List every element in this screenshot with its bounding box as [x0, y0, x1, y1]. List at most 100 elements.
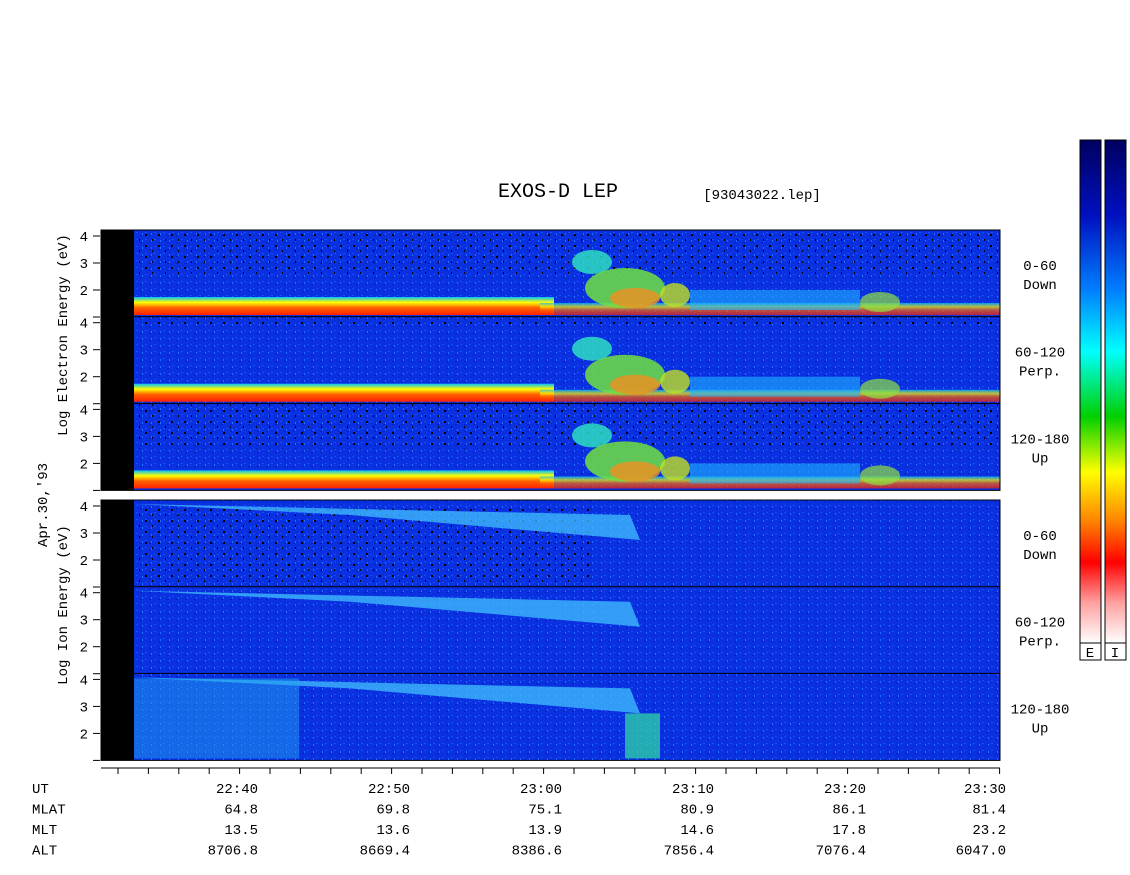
ion-band	[134, 677, 640, 714]
y-tick-label: 3	[80, 430, 88, 446]
time-axis-value: 80.9	[680, 803, 714, 819]
data-gap	[101, 230, 134, 490]
time-axis-label: ALT	[32, 844, 57, 860]
time-axis-value: 17.8	[832, 823, 866, 839]
time-axis-value: 7076.4	[816, 844, 866, 860]
time-axis-label: MLT	[32, 823, 57, 839]
colorbar-e	[1079, 139, 1102, 644]
spectrograms	[100, 229, 1001, 761]
y-tick-label: 3	[80, 344, 88, 360]
burst	[572, 423, 612, 448]
time-axis-value: 7856.4	[664, 844, 714, 860]
burst	[660, 456, 690, 481]
time-axis-value: 13.9	[528, 823, 562, 839]
burst	[690, 290, 860, 310]
time-axis-value: 22:40	[216, 782, 258, 798]
y-tick-label: 4	[80, 403, 88, 419]
y-tick-label: 3	[80, 527, 88, 543]
time-axis-value: 23:10	[672, 782, 714, 798]
time-axis-label: MLAT	[32, 803, 66, 819]
burst	[610, 374, 660, 395]
panel-range: 0-60	[1023, 259, 1057, 275]
title: EXOS-D LEP	[498, 181, 618, 204]
time-axis-value: 23:20	[824, 782, 866, 798]
panel-direction: Down	[1023, 278, 1057, 294]
time-axis-value: 13.6	[376, 823, 410, 839]
panel-direction: Up	[1032, 721, 1049, 737]
burst	[860, 292, 900, 312]
date: Apr.30,'93	[36, 463, 52, 547]
low-energy-band	[134, 383, 554, 402]
y-tick-label: 2	[80, 554, 88, 570]
noise-dots	[134, 230, 1000, 275]
y-tick-label: 4	[80, 230, 88, 246]
panel-range: 60-120	[1015, 616, 1065, 632]
y-tick-label: 2	[80, 284, 88, 300]
panel-direction: Perp.	[1019, 365, 1061, 381]
noise-dots	[134, 316, 1000, 327]
panel-direction: Down	[1023, 548, 1057, 564]
time-axis-value: 64.8	[224, 803, 258, 819]
burst	[572, 336, 612, 361]
burst	[660, 283, 690, 307]
y-tick-label: 4	[80, 587, 88, 603]
y-tick-label: 4	[80, 317, 88, 333]
data-gap	[101, 500, 134, 760]
colorbar-label: I	[1111, 646, 1119, 662]
burst	[610, 461, 660, 482]
y-tick-label: 3	[80, 700, 88, 716]
time-axis-value: 86.1	[832, 803, 866, 819]
time-axis-value: 75.1	[528, 803, 562, 819]
panel-range: 0-60	[1023, 529, 1057, 545]
burst	[572, 250, 612, 274]
burst	[610, 288, 660, 308]
time-axis-value: 23:30	[964, 782, 1006, 798]
burst	[660, 369, 690, 394]
burst	[860, 465, 900, 486]
time-axis-value: 22:50	[368, 782, 410, 798]
y-tick-label: 2	[80, 371, 88, 387]
time-axis-value: 81.4	[972, 803, 1006, 819]
low-energy-band	[134, 470, 554, 489]
low-energy-band	[134, 297, 554, 315]
ion-ylabel: Log Ion Energy (eV)	[56, 525, 72, 685]
burst	[860, 378, 900, 399]
time-axis-value: 6047.0	[956, 844, 1006, 860]
y-tick-label: 2	[80, 641, 88, 657]
panel-direction: Perp.	[1019, 635, 1061, 651]
colorbar-label: E	[1086, 646, 1094, 662]
panel-range: 120-180	[1011, 702, 1070, 718]
panel-direction: Up	[1032, 451, 1049, 467]
ion-band	[134, 590, 640, 627]
noise-dots	[134, 403, 1000, 449]
colorbar-label-box	[1079, 642, 1102, 661]
time-axis-value: 23.2	[972, 823, 1006, 839]
time-axis-value: 23:00	[520, 782, 562, 798]
y-tick-label: 3	[80, 257, 88, 273]
time-axis-value: 69.8	[376, 803, 410, 819]
electron-ylabel: Log Electron Energy (eV)	[56, 234, 72, 436]
panel-background	[134, 586, 1000, 674]
file-name: [93043022.lep]	[703, 188, 821, 204]
time-axis-value: 8669.4	[360, 844, 410, 860]
time-axis-label: UT	[32, 782, 49, 798]
y-tick-label: 4	[80, 673, 88, 689]
y-tick-label: 4	[80, 500, 88, 516]
burst	[690, 376, 860, 397]
burst	[690, 463, 860, 484]
ion-streaks	[134, 678, 299, 759]
y-tick-label: 2	[80, 727, 88, 743]
colorbar-i	[1104, 139, 1127, 644]
y-tick-label: 3	[80, 614, 88, 630]
panel-range: 60-120	[1015, 346, 1065, 362]
ion-band	[134, 504, 640, 540]
time-axis-value: 14.6	[680, 823, 714, 839]
time-axis-value: 8706.8	[208, 844, 258, 860]
time-axis-value: 13.5	[224, 823, 258, 839]
y-tick-label: 2	[80, 457, 88, 473]
ion-streaks	[625, 713, 660, 759]
colorbar-label-box	[1104, 642, 1127, 661]
time-axis-value: 8386.6	[512, 844, 562, 860]
panel-range: 120-180	[1011, 432, 1070, 448]
